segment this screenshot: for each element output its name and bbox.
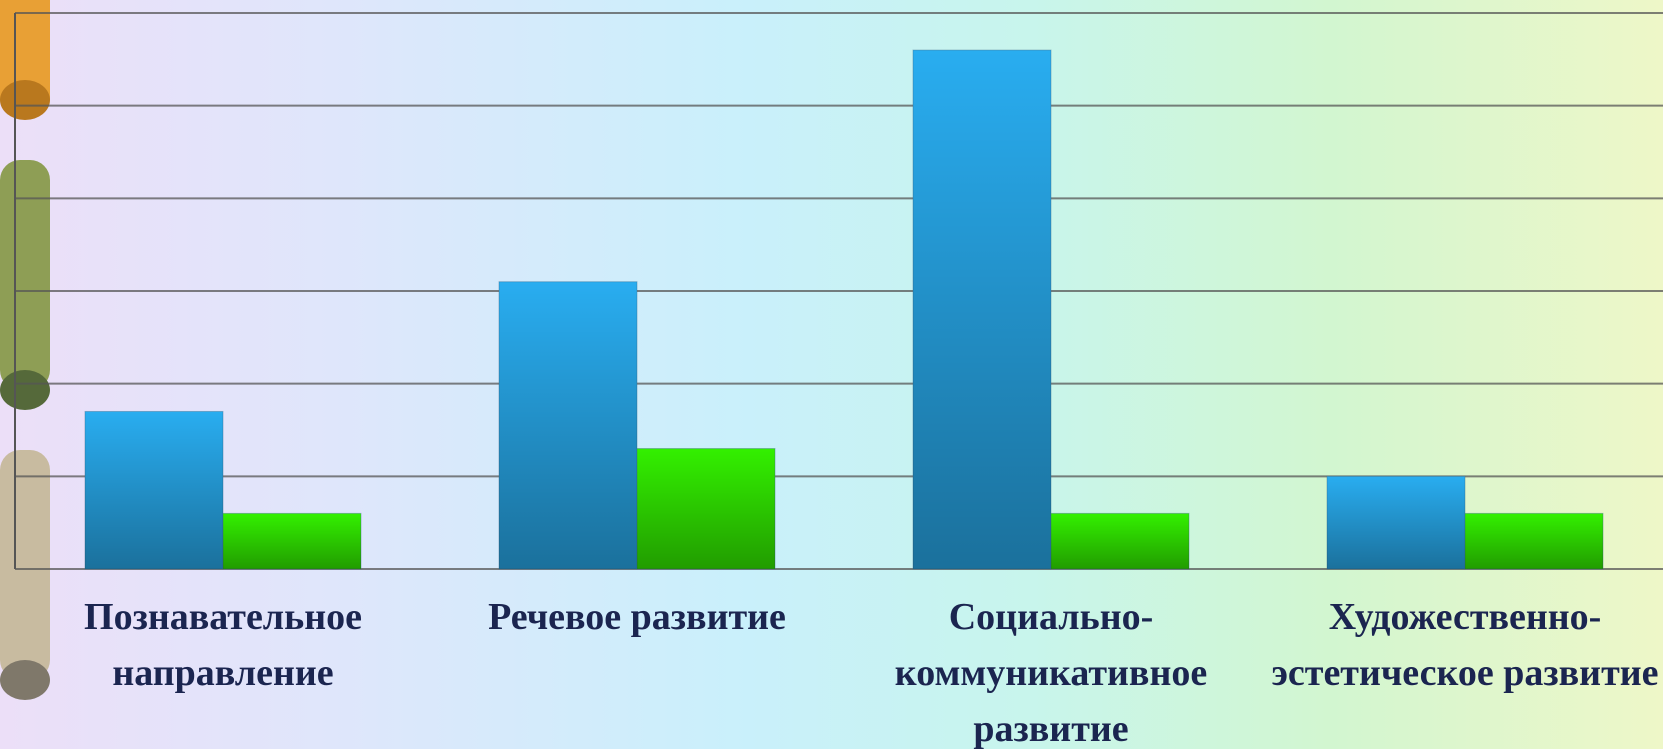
bar-shade: [85, 411, 223, 569]
x-tick-label: Речевое развитие: [488, 596, 786, 638]
bar-shade: [637, 448, 775, 569]
decoration: [0, 0, 50, 700]
bar-shade: [1465, 513, 1603, 569]
bar-shade: [499, 281, 637, 569]
x-tick-label: Социально-коммуникативное развитие: [894, 596, 1208, 749]
bar-shade: [1327, 476, 1465, 569]
bar-shade: [913, 50, 1051, 570]
bar-shade: [1051, 513, 1189, 569]
x-tick-label: Познавательное направление: [84, 596, 362, 694]
bar-shade: [223, 513, 361, 569]
x-tick-label: Художественно-эстетическое развитие: [1271, 596, 1659, 694]
